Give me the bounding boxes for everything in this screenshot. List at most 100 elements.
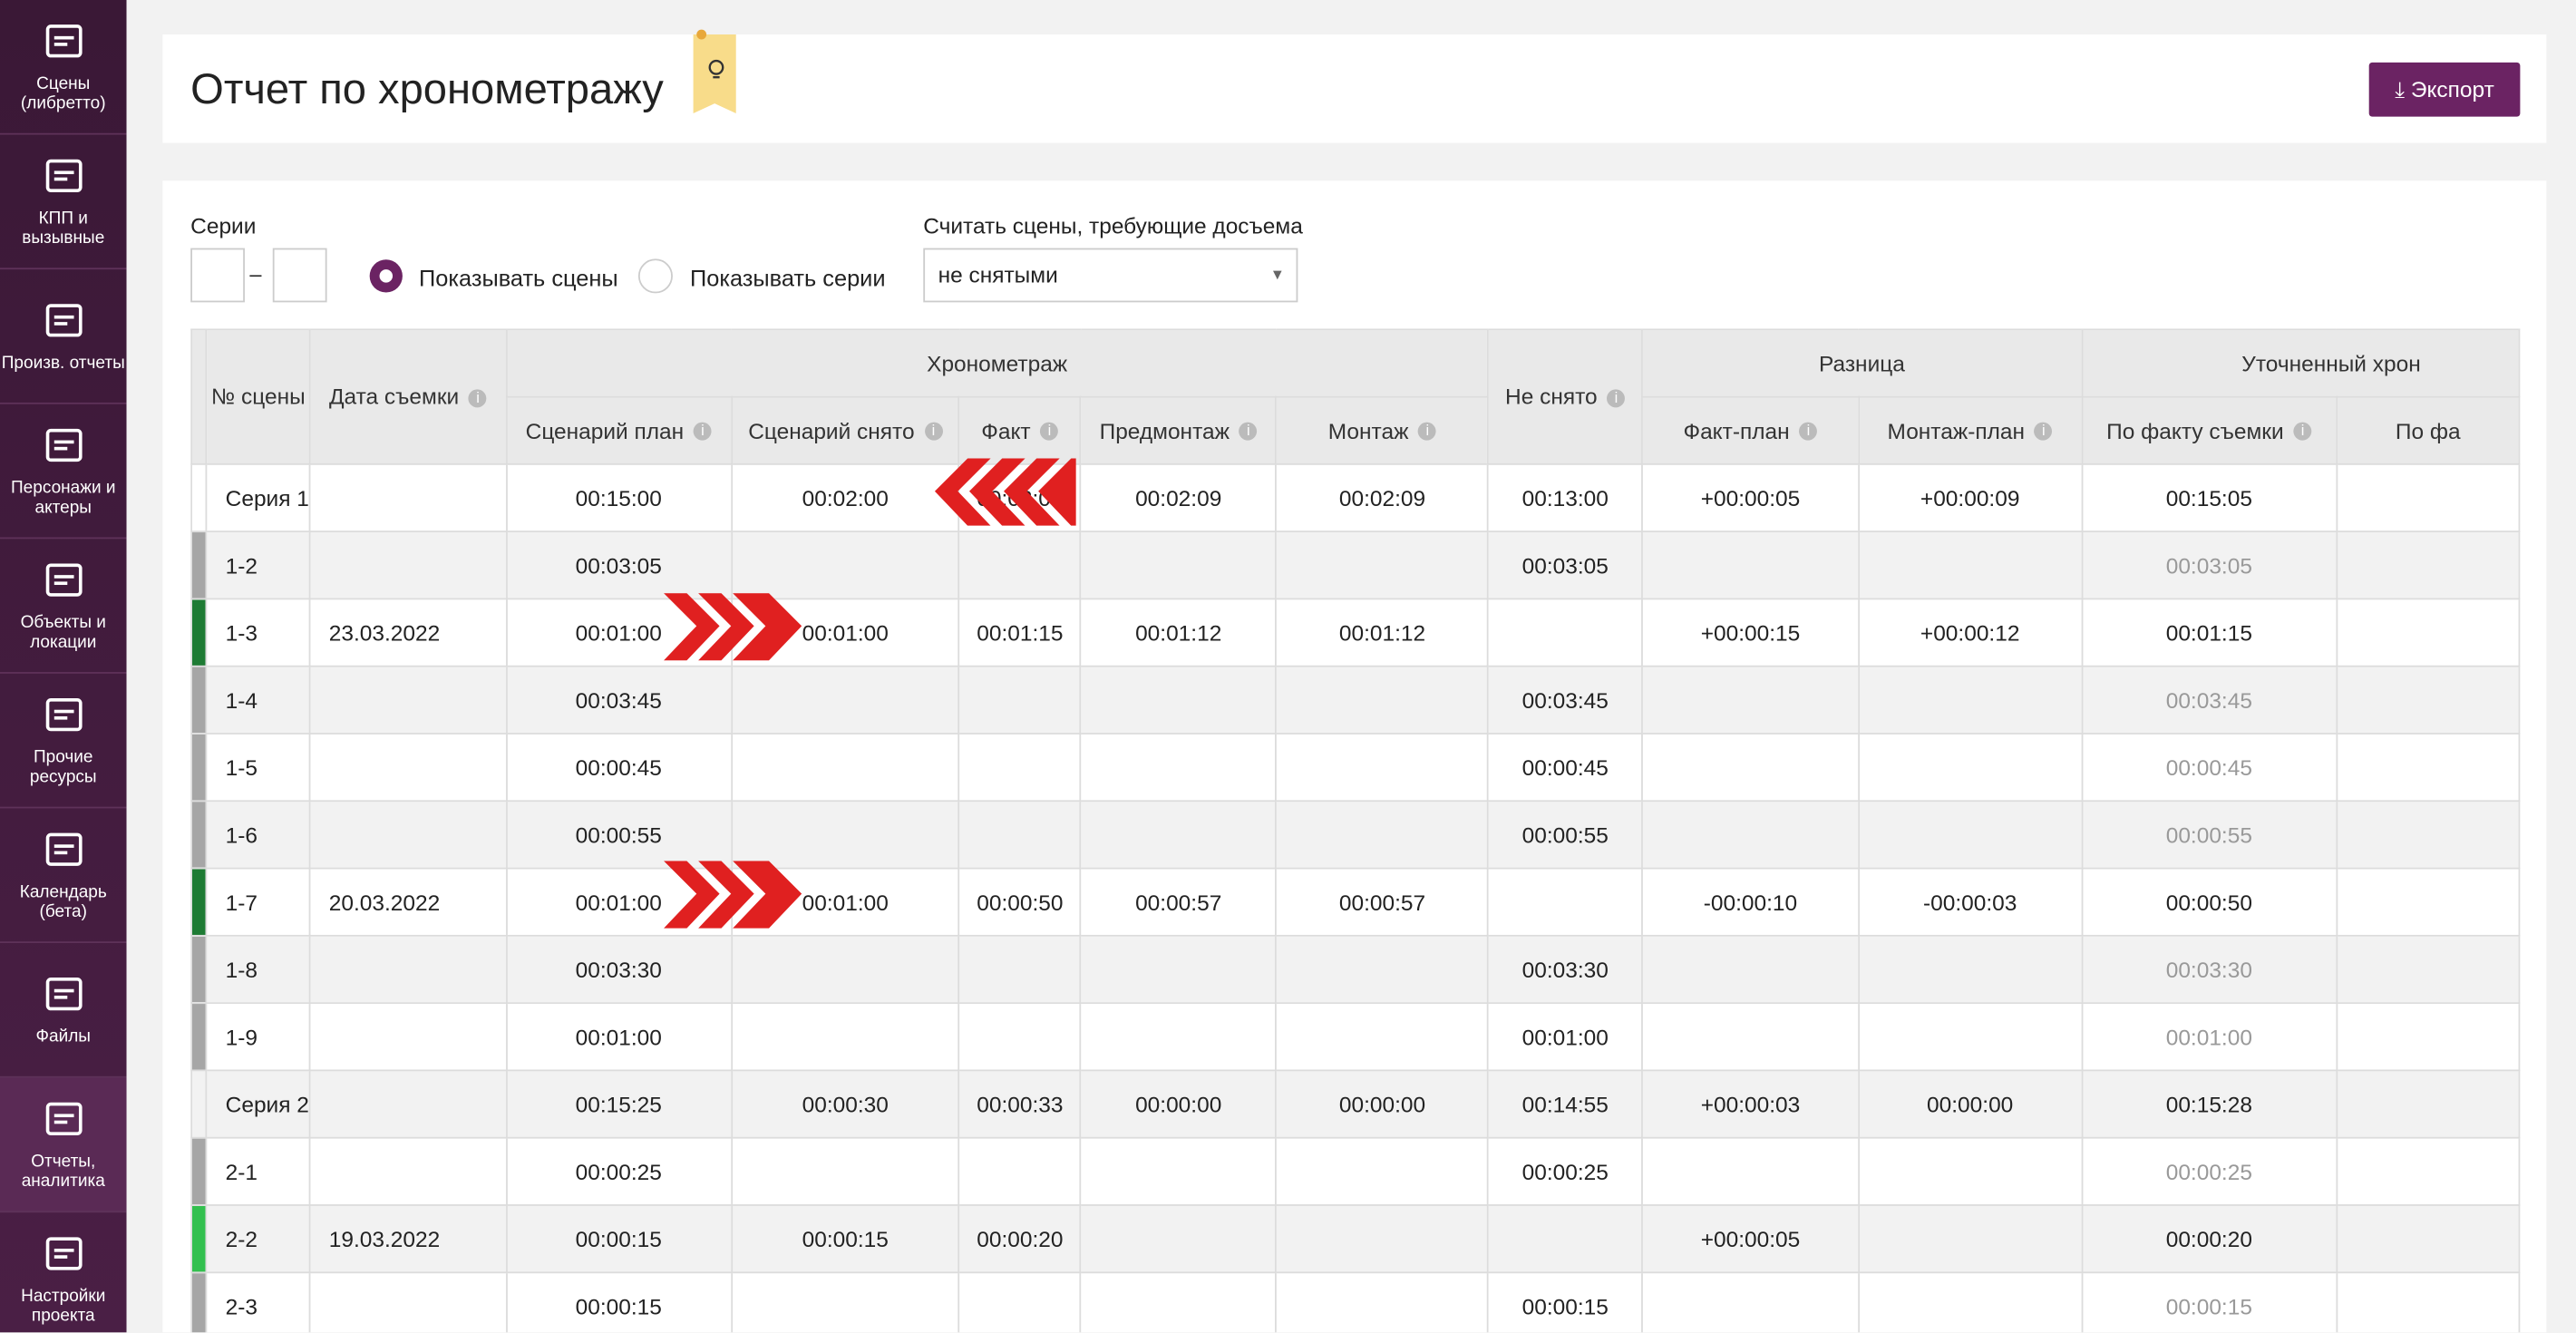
cell-text: 00:00:00 bbox=[1338, 1091, 1426, 1117]
col-date-label: Дата съемки bbox=[328, 384, 460, 410]
cell: -00:00:10 bbox=[1641, 867, 1860, 937]
cell bbox=[1857, 1002, 2083, 1072]
cell: 2-1 bbox=[205, 1136, 311, 1206]
nav-label: Произв. отчеты bbox=[1, 352, 125, 373]
cell: 00:00:25 bbox=[2080, 1136, 2338, 1206]
col-head-label: Монтаж-план bbox=[1887, 418, 2025, 443]
cell bbox=[1487, 1204, 1644, 1274]
radio-series[interactable] bbox=[637, 258, 674, 294]
nav-item[interactable]: КПП и вызывные bbox=[0, 135, 127, 270]
cell-text: 00:00:57 bbox=[1338, 890, 1426, 915]
cell bbox=[730, 1271, 960, 1333]
cell: 00:00:25 bbox=[505, 1136, 733, 1206]
cell-text: 2-2 bbox=[225, 1226, 258, 1251]
nav-icon bbox=[44, 562, 82, 596]
nav-item[interactable]: Произв. отчеты bbox=[0, 269, 127, 404]
nav-item[interactable]: Объекты и локации bbox=[0, 539, 127, 674]
cell: 19.03.2022 bbox=[309, 1204, 507, 1274]
cell: 00:01:00 bbox=[2080, 1002, 2338, 1072]
cell bbox=[2336, 598, 2521, 667]
cell: 00:00:33 bbox=[958, 1069, 1082, 1139]
nav-icon bbox=[44, 303, 82, 336]
red-arrows-right bbox=[663, 861, 802, 929]
cell: 00:15:28 bbox=[2080, 1069, 2338, 1139]
col-head-label: Предмонтаж bbox=[1099, 418, 1230, 443]
cell bbox=[958, 1271, 1082, 1333]
cell: 00:01:15 bbox=[958, 598, 1082, 667]
cell-text: +00:00:05 bbox=[1700, 485, 1801, 511]
cell-text: 00:03:45 bbox=[1521, 687, 1609, 713]
cell bbox=[730, 530, 960, 600]
nav-label: Сцены (либретто) bbox=[20, 73, 106, 113]
export-button[interactable]: ⤓ Экспорт bbox=[2368, 62, 2521, 117]
nav-item[interactable]: Персонажи и актеры bbox=[0, 404, 127, 540]
cell: 00:15:25 bbox=[505, 1069, 733, 1139]
info-icon: i bbox=[1040, 423, 1059, 442]
cell: 00:00:00 bbox=[1079, 1069, 1278, 1139]
cell bbox=[1641, 1271, 1860, 1333]
status-stripe bbox=[190, 733, 208, 803]
cell: 00:03:45 bbox=[1487, 665, 1644, 735]
cell bbox=[958, 800, 1082, 870]
cell: 00:03:05 bbox=[505, 530, 733, 600]
cell: 00:13:00 bbox=[1487, 462, 1644, 533]
cell: 2-3 bbox=[205, 1271, 311, 1333]
nav-item[interactable]: Отчеты, аналитика bbox=[0, 1077, 127, 1213]
cell: 00:01:12 bbox=[1275, 598, 1490, 667]
info-icon: i bbox=[2034, 423, 2053, 442]
cell bbox=[1641, 733, 1860, 803]
series-to[interactable] bbox=[272, 248, 327, 303]
cell bbox=[1641, 1136, 1860, 1206]
cell: 00:03:30 bbox=[2080, 934, 2338, 1005]
cell bbox=[1641, 530, 1860, 600]
cell-text: 00:00:15 bbox=[575, 1226, 662, 1251]
cell: 1-7 bbox=[205, 867, 311, 937]
table-wrap: № сцены Дата съемки i Хронометраж Не снят… bbox=[190, 328, 2521, 1333]
stripe-head bbox=[190, 328, 208, 465]
radio-series-label: Показывать серии bbox=[689, 264, 886, 291]
cell: 00:01:00 bbox=[1487, 1002, 1644, 1072]
cell bbox=[1275, 1271, 1490, 1333]
nav-item[interactable]: Прочие ресурсы bbox=[0, 674, 127, 809]
table-row: Серия 2 00:15:25 00:00:30 00:00:33 00:00:00 0… bbox=[190, 1069, 2521, 1139]
group-timing: Хронометраж bbox=[505, 328, 1490, 398]
cell: +00:00:15 bbox=[1641, 598, 1860, 667]
cell bbox=[2336, 462, 2521, 533]
hint-tag[interactable] bbox=[682, 28, 738, 117]
red-arrows-right bbox=[663, 593, 802, 661]
count-select[interactable]: не снятыми ▼ bbox=[923, 248, 1298, 303]
nav-item[interactable]: Календарь (бета) bbox=[0, 808, 127, 944]
cell-text: 00:15:25 bbox=[575, 1091, 662, 1117]
col-head-label: Сценарий снято bbox=[748, 418, 915, 443]
cell bbox=[2336, 867, 2521, 937]
nav-icon bbox=[44, 977, 82, 1010]
cell bbox=[2336, 1271, 2521, 1333]
cell-text: 00:00:33 bbox=[977, 1091, 1064, 1117]
cell-text: 00:00:30 bbox=[802, 1091, 889, 1117]
cell-text: 00:00:45 bbox=[2165, 754, 2252, 780]
cell: 00:00:45 bbox=[1487, 733, 1644, 803]
col-head-label: По факту съемки bbox=[2106, 418, 2284, 443]
cell-text: 00:03:05 bbox=[1521, 552, 1609, 578]
cell: 00:00:15 bbox=[505, 1204, 733, 1274]
radio-scenes[interactable] bbox=[368, 258, 404, 294]
cell-text: 2-3 bbox=[225, 1293, 258, 1319]
cell: 00:00:55 bbox=[2080, 800, 2338, 870]
cell-text: 20.03.2022 bbox=[328, 890, 441, 915]
series-from[interactable] bbox=[190, 248, 245, 303]
cell bbox=[2336, 934, 2521, 1005]
cell: 00:03:05 bbox=[1487, 530, 1644, 600]
cell bbox=[1857, 934, 2083, 1005]
nav-item[interactable]: Сцены (либретто) bbox=[0, 0, 127, 135]
cell-text: 00:03:30 bbox=[2165, 957, 2252, 982]
cell: 1-9 bbox=[205, 1002, 311, 1072]
cell bbox=[958, 530, 1082, 600]
cell bbox=[309, 934, 507, 1005]
cell-text: 00:00:55 bbox=[575, 822, 662, 848]
col-head: Предмонтаж i bbox=[1079, 395, 1278, 465]
nav-item[interactable]: Настройки проекта bbox=[0, 1212, 127, 1332]
nav-item[interactable]: Файлы bbox=[0, 943, 127, 1078]
cell-text: -00:00:03 bbox=[1922, 890, 2017, 915]
cell: 00:00:45 bbox=[505, 733, 733, 803]
cell-text: 00:00:15 bbox=[575, 1293, 662, 1319]
